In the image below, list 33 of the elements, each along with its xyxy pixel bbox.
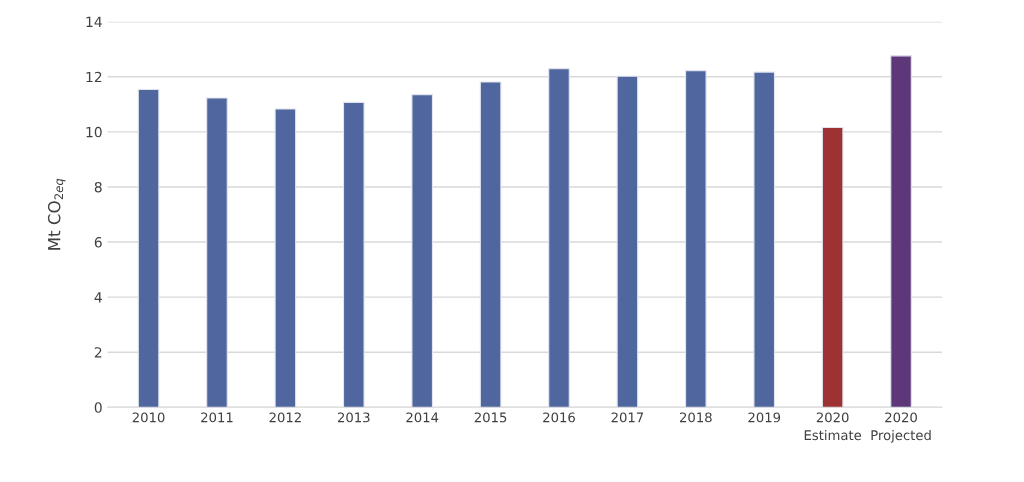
y-tick-label: 0 [94,402,102,413]
bar [890,55,912,408]
y-tick-label: 14 [86,16,102,27]
x-tick-label: 2013 [337,412,370,423]
y-axis-title: Mt CO$_{2eq}$ [47,178,66,250]
bar [342,101,365,408]
y-tick-label: 8 [94,181,102,193]
x-tick-label: 2019 [748,412,781,423]
bar [274,108,297,408]
y-tick-label: 6 [94,237,102,248]
bar [137,88,160,408]
x-tick-label: 2018 [679,412,712,423]
y-tick-label: 10 [86,126,102,138]
bar [685,70,707,408]
x-tick-label: 2014 [406,412,439,423]
x-tick-label: 2011 [201,412,233,423]
bar [411,94,434,408]
x-tick-label: 2012 [269,412,301,423]
bar [548,68,570,408]
x-tick-label: 2020 Projected [871,412,931,443]
bar [479,81,502,408]
bar [616,75,639,408]
x-tick-label: 2010 [132,412,165,423]
bar [206,97,228,408]
bar [821,126,844,408]
bar [753,71,776,408]
x-tick-label: 2020 Estimate [804,412,862,441]
x-tick-label: 2015 [474,412,507,423]
x-tick-label: 2016 [543,412,575,423]
x-tick-label: 2017 [611,412,644,423]
y-tick-label: 4 [94,292,102,303]
y-tick-label: 12 [86,71,102,83]
y-tick-label: 2 [94,347,102,358]
